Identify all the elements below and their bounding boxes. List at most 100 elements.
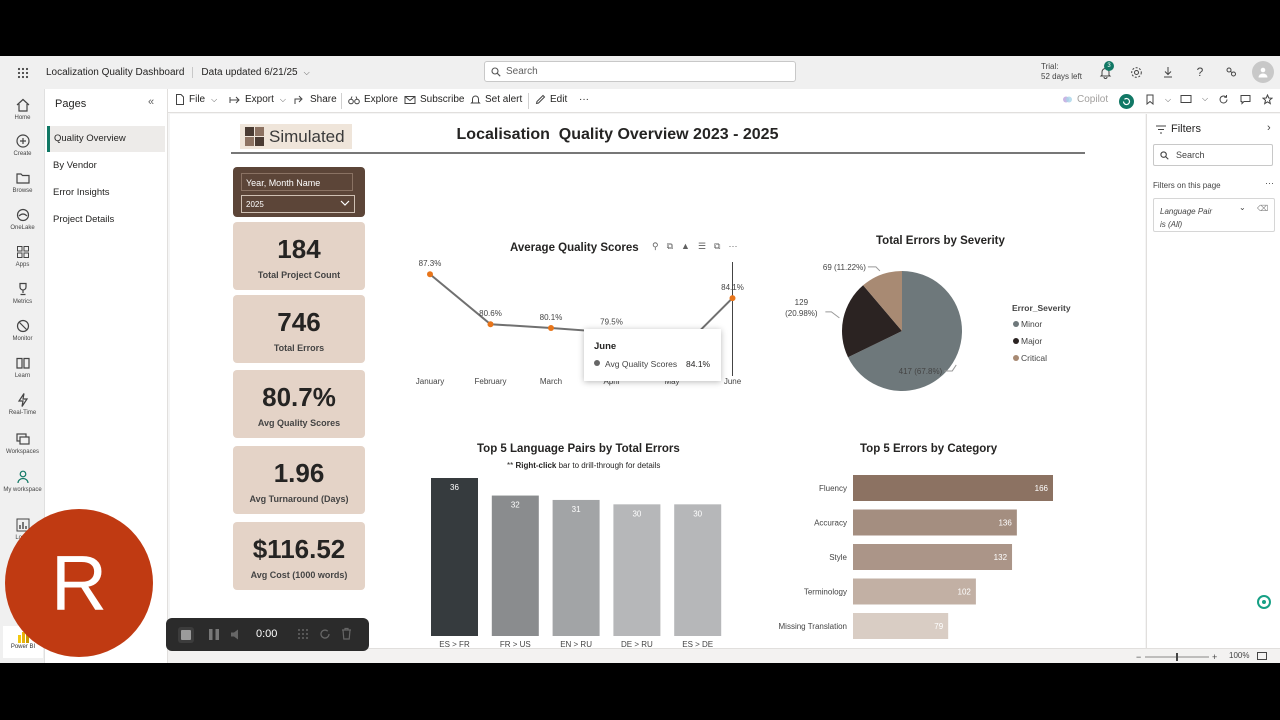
chevron-down-icon: ⌵ [211,94,218,104]
share-people-icon[interactable] [1222,63,1240,81]
data-label: 30 [632,509,641,518]
comment-icon[interactable] [1240,94,1255,105]
bar [853,475,1053,501]
bar [853,613,949,639]
assistant-launcher-icon[interactable] [1251,589,1277,615]
rail-item-browse[interactable]: Browse [0,170,45,194]
zoom-level[interactable]: 100% [1229,651,1250,660]
data-updated-dropdown[interactable]: Data updated 6/21/25 ⌵ [193,67,309,78]
column-chart[interactable]: 36 ES > FR 32 FR > US 31 EN > RU 30 DE > RU 30 ES… [410,474,750,654]
chevron-down-icon[interactable]: ⌄ [1239,203,1246,212]
pause-icon[interactable] [208,628,220,641]
data-point [487,321,494,328]
legend-title: Error_Severity [1012,303,1071,313]
report-icon [16,518,29,532]
explore-button[interactable]: Explore [348,94,398,105]
collapse-filters-icon[interactable]: › [1267,122,1271,134]
rail-item-my-workspace[interactable]: My workspace [0,469,45,493]
presenter-avatar: R [5,509,153,657]
more-options-icon[interactable]: ··· [728,241,738,251]
horizontal-bar-chart[interactable]: 166 Fluency 136 Accuracy 132 Style 102 Terminol… [760,466,1080,646]
stop-icon[interactable] [178,627,194,643]
view-icon[interactable]: ⌵ [1180,94,1208,104]
rail-item-workspaces[interactable]: Workspaces [0,431,45,455]
title-divider [231,152,1085,154]
chevron-down-icon [340,200,350,206]
page-item-quality-overview[interactable]: Quality Overview [47,126,165,152]
page-item-by-vendor[interactable]: By Vendor [53,160,97,171]
gear-icon[interactable] [1127,63,1145,81]
restart-icon[interactable] [319,628,331,640]
kpi-card-avg-cost: $116.52 Avg Cost (1000 words) [233,522,365,590]
subtitle-bold: Right-click [515,461,557,470]
collapse-pages-icon[interactable]: « [148,96,155,108]
eraser-icon[interactable]: ⌫ [1257,204,1269,213]
grid-icon[interactable] [297,628,309,640]
rail-item-home[interactable]: Home [0,97,45,121]
account-avatar[interactable] [1252,61,1274,83]
filters-search-placeholder: Search [1176,150,1205,160]
page-item-error-insights[interactable]: Error Insights [53,187,110,198]
page-item-project-details[interactable]: Project Details [53,214,115,225]
alert-icon[interactable]: ▲ [681,241,690,251]
data-label: 136 [998,519,1012,528]
export-menu[interactable]: Export ⌵ [229,94,286,105]
copilot-label: Copilot [1077,94,1109,105]
x-tick-label: May [664,377,679,386]
more-options-icon[interactable]: ··· [1265,178,1274,188]
fit-page-icon[interactable] [1257,652,1267,660]
reset-icon[interactable] [1119,94,1138,109]
global-search-input[interactable]: Search [484,61,796,82]
slice-label: (20.98%) [785,309,818,318]
more-options-icon[interactable]: ··· [579,94,589,105]
filter-icon[interactable]: ☰ [697,241,707,251]
report-name[interactable]: Localization Quality Dashboard [46,67,194,78]
rail-label-real-time: Real-Time [8,410,37,416]
share-button[interactable]: Share [294,94,337,105]
rail-item-real-time[interactable]: Real-Time [0,392,45,416]
subscribe-button[interactable]: Subscribe [404,94,464,105]
bookmark-icon[interactable]: ⌵ [1145,94,1171,105]
tooltip-series-dot [594,360,600,366]
help-icon[interactable]: ? [1196,65,1204,79]
trial-days-left: 52 days left [1041,72,1082,81]
x-tick-label: April [603,377,619,386]
rail-item-metrics[interactable]: Metrics [0,281,45,305]
trash-icon[interactable] [341,627,352,640]
trial-label: Trial: [1041,62,1059,71]
subscribe-label: Subscribe [420,94,465,105]
power-bi-app: Localization Quality Dashboard Data upda… [0,56,1280,663]
rail-label-home: Home [14,115,31,121]
app-launcher-icon[interactable] [0,56,46,89]
copilot-button[interactable]: Copilot [1062,94,1108,105]
rail-item-monitor[interactable]: Monitor [0,318,45,342]
rail-item-learn[interactable]: Learn [0,355,45,379]
kpi-value: 184 [277,234,321,264]
svg-text:−: − [1136,652,1141,662]
pin-icon[interactable]: ⚲ [652,241,659,251]
mute-icon[interactable] [230,628,244,641]
zoom-slider[interactable]: − + [1136,652,1220,662]
favorite-star-icon[interactable] [1262,94,1277,105]
edit-button[interactable]: Edit [535,94,567,105]
set-alert-button[interactable]: Set alert [470,94,522,105]
line-chart-title: Average Quality Scores [510,242,639,254]
rail-item-onelake[interactable]: OneLake [0,207,45,231]
filter-card-language-pair[interactable]: Language Pair is (All) [1153,198,1275,232]
data-point [427,271,433,278]
focus-mode-icon[interactable]: ⧉ [714,241,721,251]
rail-item-create[interactable]: Create [0,133,45,157]
pie-chart[interactable]: 417 (67.8%) 129 (20.98%) 69 (11.22%) Error_S… [770,254,1100,414]
set-alert-label: Set alert [485,94,523,105]
copy-icon[interactable]: ⧉ [666,241,674,251]
leader-line [867,266,881,272]
rail-item-apps[interactable]: Apps [0,244,45,268]
slicer-dropdown[interactable]: 2025 [241,195,355,213]
download-icon[interactable] [1159,63,1177,81]
kpi-value: 1.96 [273,458,325,488]
refresh-icon[interactable] [1218,94,1233,105]
filters-search-input[interactable]: Search [1153,144,1273,166]
pie-slice [842,285,902,358]
file-menu[interactable]: File ⌵ [175,94,217,105]
leader-line [825,311,840,319]
